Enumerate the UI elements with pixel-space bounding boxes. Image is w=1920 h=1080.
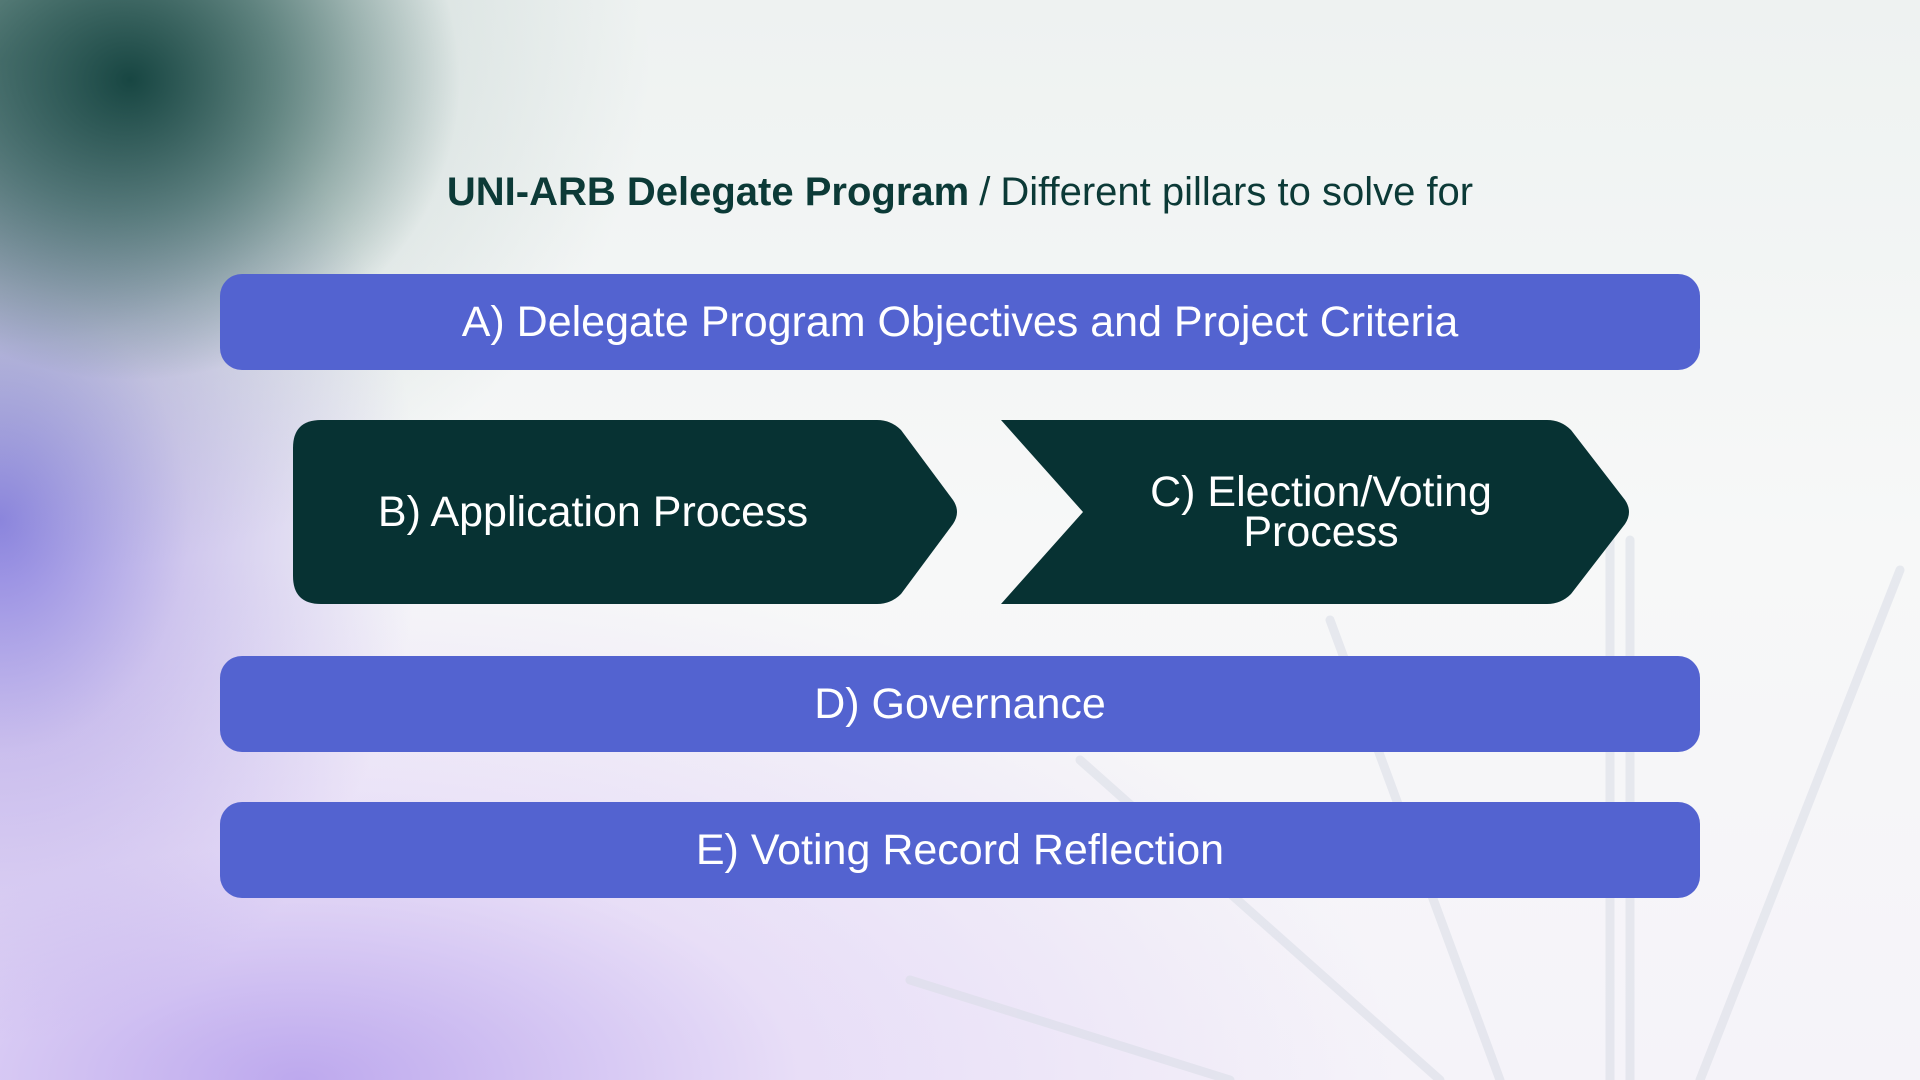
pillar-c-election-arrow: C) Election/Voting Process (1001, 420, 1633, 604)
title-subtitle: Different pillars to solve for (1000, 170, 1474, 214)
pillar-d-governance-bar: D) Governance (220, 656, 1700, 752)
pillar-e-label: E) Voting Record Reflection (695, 825, 1225, 874)
pillar-c-chevron-shape (1001, 420, 1629, 604)
pillar-d-label: D) Governance (814, 679, 1106, 728)
title-program-name: UNI-ARB Delegate Program (446, 170, 970, 214)
pillar-b-label: B) Application Process (377, 488, 809, 536)
title-separator: / (979, 170, 991, 214)
pillar-a-objectives-bar: A) Delegate Program Objectives and Proje… (220, 274, 1700, 370)
pillar-e-voting-record-bar: E) Voting Record Reflection (220, 802, 1700, 898)
pillar-b-chevron-shape (293, 420, 957, 604)
pillar-b-application-arrow: B) Application Process (293, 420, 961, 604)
slide-title: UNI-ARB Delegate Program / Different pilla… (0, 170, 1920, 215)
pillar-a-label: A) Delegate Program Objectives and Proje… (461, 297, 1459, 346)
pillar-c-label: C) Election/Voting Process (1150, 468, 1492, 556)
